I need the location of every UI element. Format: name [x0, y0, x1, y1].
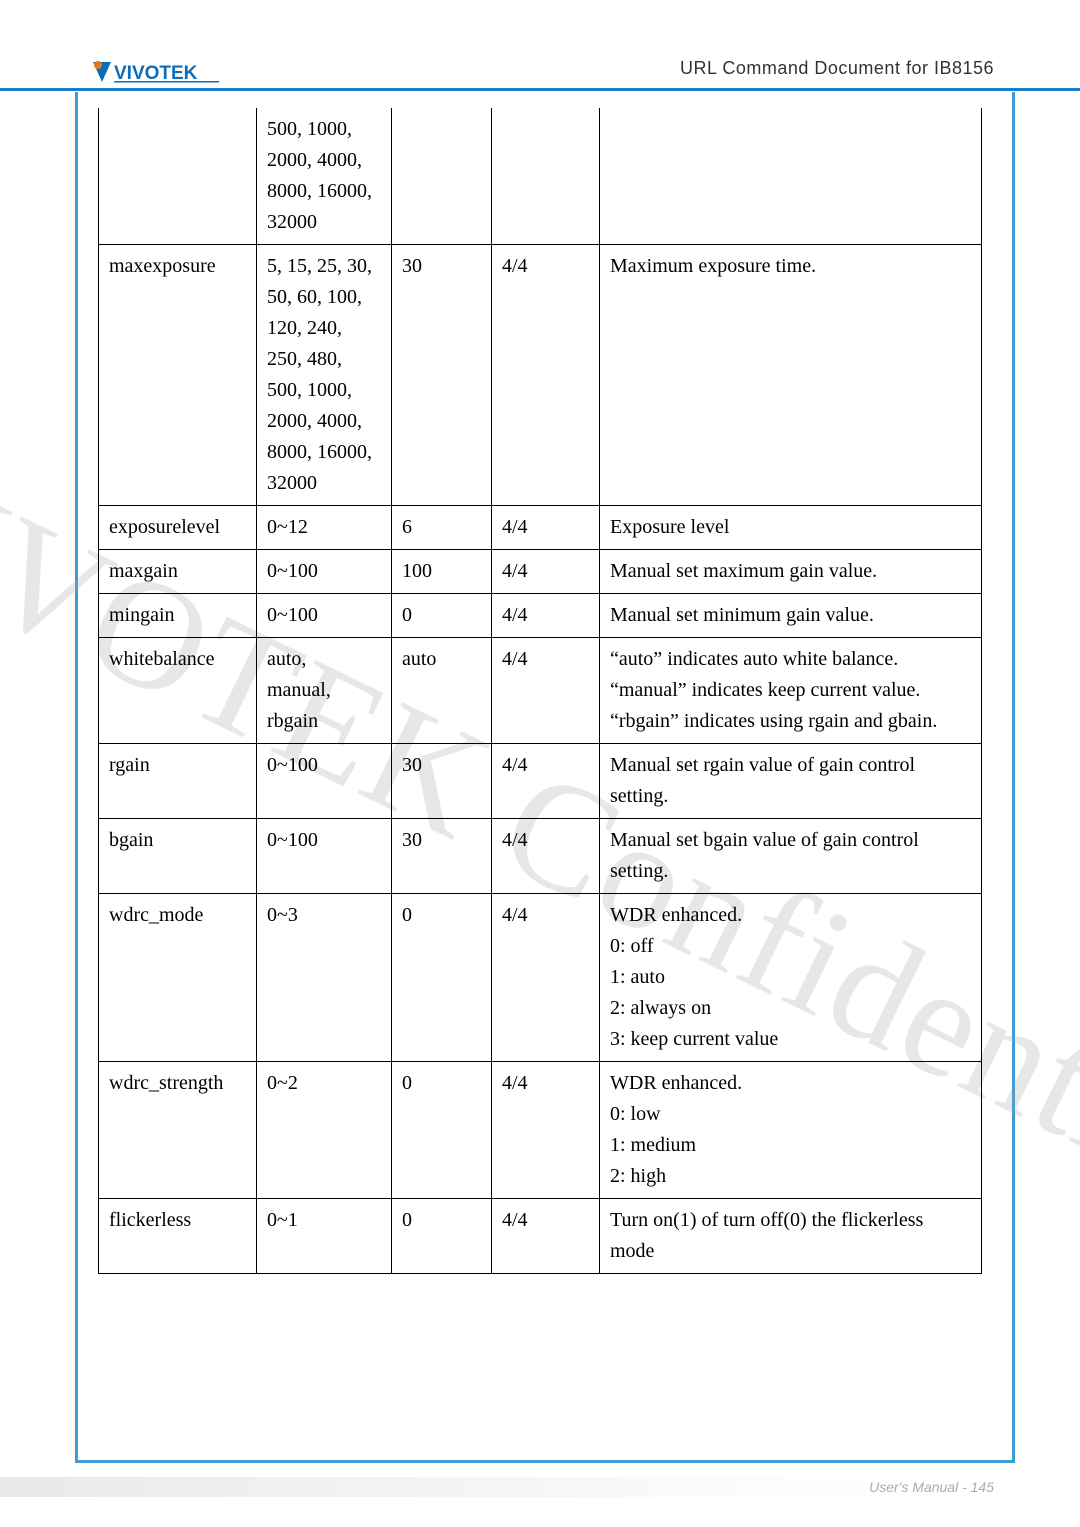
- cell-description: [600, 108, 982, 245]
- brand-logo: VIVOTEK: [88, 52, 248, 92]
- cell-description: Manual set bgain value of gain control s…: [600, 819, 982, 894]
- table-row: 500, 1000, 2000, 4000, 8000, 16000, 3200…: [99, 108, 982, 245]
- table-row: exposurelevel0~1264/4Exposure level: [99, 506, 982, 550]
- cell-default: 100: [392, 550, 492, 594]
- cell-name: wdrc_strength: [99, 1062, 257, 1199]
- footer-gradient: [0, 1477, 880, 1497]
- table-row: flickerless0~104/4Turn on(1) of turn off…: [99, 1199, 982, 1274]
- table-row: maxgain0~1001004/4Manual set maximum gai…: [99, 550, 982, 594]
- cell-value: auto,manual,rbgain: [257, 638, 392, 744]
- cell-value: 0~1: [257, 1199, 392, 1274]
- cell-security: 4/4: [492, 744, 600, 819]
- table-row: wdrc_mode0~304/4WDR enhanced.0: off1: au…: [99, 894, 982, 1062]
- table-row: whitebalanceauto,manual,rbgainauto4/4“au…: [99, 638, 982, 744]
- cell-name: flickerless: [99, 1199, 257, 1274]
- cell-security: 4/4: [492, 550, 600, 594]
- cell-description: WDR enhanced.0: off1: auto2: always on3:…: [600, 894, 982, 1062]
- cell-name: mingain: [99, 594, 257, 638]
- cell-value: 5, 15, 25, 30, 50, 60, 100, 120, 240, 25…: [257, 245, 392, 506]
- cell-description: Turn on(1) of turn off(0) the flickerles…: [600, 1199, 982, 1274]
- cell-default: 30: [392, 744, 492, 819]
- brand-text: VIVOTEK: [114, 63, 198, 84]
- cell-description: Manual set maximum gain value.: [600, 550, 982, 594]
- cell-description: Maximum exposure time.: [600, 245, 982, 506]
- page-header: VIVOTEK URL Command Document for IB8156: [0, 0, 1080, 90]
- cell-name: bgain: [99, 819, 257, 894]
- cell-name: maxgain: [99, 550, 257, 594]
- table-row: bgain0~100304/4Manual set bgain value of…: [99, 819, 982, 894]
- cell-name: whitebalance: [99, 638, 257, 744]
- cell-default: 0: [392, 1199, 492, 1274]
- cell-name: rgain: [99, 744, 257, 819]
- cell-default: 30: [392, 819, 492, 894]
- cell-default: [392, 108, 492, 245]
- cell-default: 0: [392, 894, 492, 1062]
- cell-security: 4/4: [492, 894, 600, 1062]
- table-row: maxexposure5, 15, 25, 30, 50, 60, 100, 1…: [99, 245, 982, 506]
- cell-value: 0~100: [257, 819, 392, 894]
- cell-value: 0~2: [257, 1062, 392, 1199]
- cell-security: 4/4: [492, 1199, 600, 1274]
- cell-name: exposurelevel: [99, 506, 257, 550]
- cell-value: 0~100: [257, 594, 392, 638]
- cell-security: 4/4: [492, 506, 600, 550]
- cell-default: 6: [392, 506, 492, 550]
- cell-default: 0: [392, 594, 492, 638]
- cell-value: 500, 1000, 2000, 4000, 8000, 16000, 3200…: [257, 108, 392, 245]
- vivotek-logo-icon: VIVOTEK: [88, 52, 248, 92]
- cell-description: Manual set minimum gain value.: [600, 594, 982, 638]
- cell-description: WDR enhanced.0: low1: medium2: high: [600, 1062, 982, 1199]
- cell-security: 4/4: [492, 1062, 600, 1199]
- cell-security: 4/4: [492, 819, 600, 894]
- cell-default: auto: [392, 638, 492, 744]
- cell-name: [99, 108, 257, 245]
- cell-name: maxexposure: [99, 245, 257, 506]
- cell-value: 0~100: [257, 550, 392, 594]
- document-title: URL Command Document for IB8156: [680, 58, 994, 79]
- cell-value: 0~3: [257, 894, 392, 1062]
- cell-value: 0~100: [257, 744, 392, 819]
- page: VIVOTEK URL Command Document for IB8156 …: [0, 0, 1080, 1527]
- cell-description: Manual set rgain value of gain control s…: [600, 744, 982, 819]
- cell-security: 4/4: [492, 594, 600, 638]
- cell-name: wdrc_mode: [99, 894, 257, 1062]
- cell-security: 4/4: [492, 638, 600, 744]
- table-row: mingain0~10004/4Manual set minimum gain …: [99, 594, 982, 638]
- parameter-table: 500, 1000, 2000, 4000, 8000, 16000, 3200…: [98, 108, 982, 1274]
- cell-value: 0~12: [257, 506, 392, 550]
- page-footer: User's Manual - 145: [869, 1479, 994, 1495]
- cell-security: 4/4: [492, 245, 600, 506]
- cell-security: [492, 108, 600, 245]
- table-row: wdrc_strength0~204/4WDR enhanced.0: low1…: [99, 1062, 982, 1199]
- cell-description: “auto” indicates auto white balance.“man…: [600, 638, 982, 744]
- table-row: rgain0~100304/4Manual set rgain value of…: [99, 744, 982, 819]
- cell-description: Exposure level: [600, 506, 982, 550]
- cell-default: 0: [392, 1062, 492, 1199]
- cell-default: 30: [392, 245, 492, 506]
